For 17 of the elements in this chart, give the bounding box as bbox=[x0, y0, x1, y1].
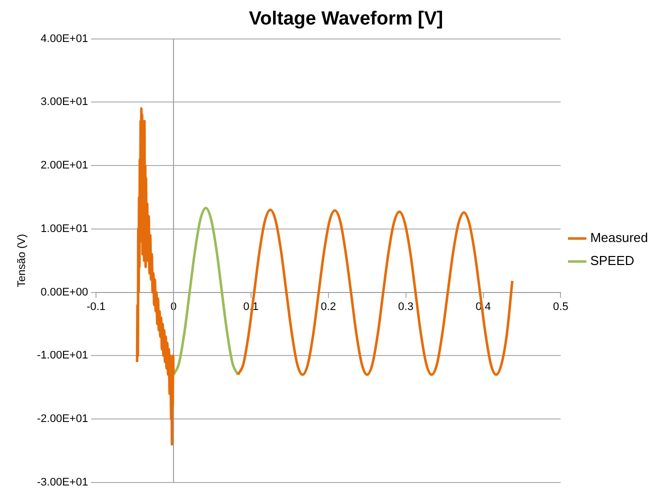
x-tick-label: 0.3 bbox=[398, 300, 414, 313]
y-tick-label: -1.00E+01 bbox=[36, 350, 88, 362]
legend-label: SPEED bbox=[590, 253, 634, 268]
x-tick-label: 0.5 bbox=[553, 300, 568, 313]
y-tick-label: 1.00E+01 bbox=[40, 222, 88, 235]
line-series bbox=[172, 206, 240, 376]
x-tick-label: -0.1 bbox=[86, 300, 106, 313]
y-tick-label: 3.00E+01 bbox=[40, 96, 88, 108]
chart-title: Voltage Waveform [V] bbox=[248, 8, 444, 30]
y-tick-label: -2.00E+01 bbox=[36, 413, 88, 426]
y-axis-title: Tensão (V) bbox=[16, 234, 28, 288]
y-tick-label: 0.00E+00 bbox=[40, 286, 88, 298]
y-tick-label: 4.00E+01 bbox=[40, 32, 88, 45]
y-tick-label: 2.00E+01 bbox=[40, 160, 88, 172]
legend-label: Measured bbox=[590, 230, 648, 246]
y-tick-label: -3.00E+01 bbox=[36, 476, 88, 488]
x-tick-label: 0.2 bbox=[320, 300, 336, 313]
